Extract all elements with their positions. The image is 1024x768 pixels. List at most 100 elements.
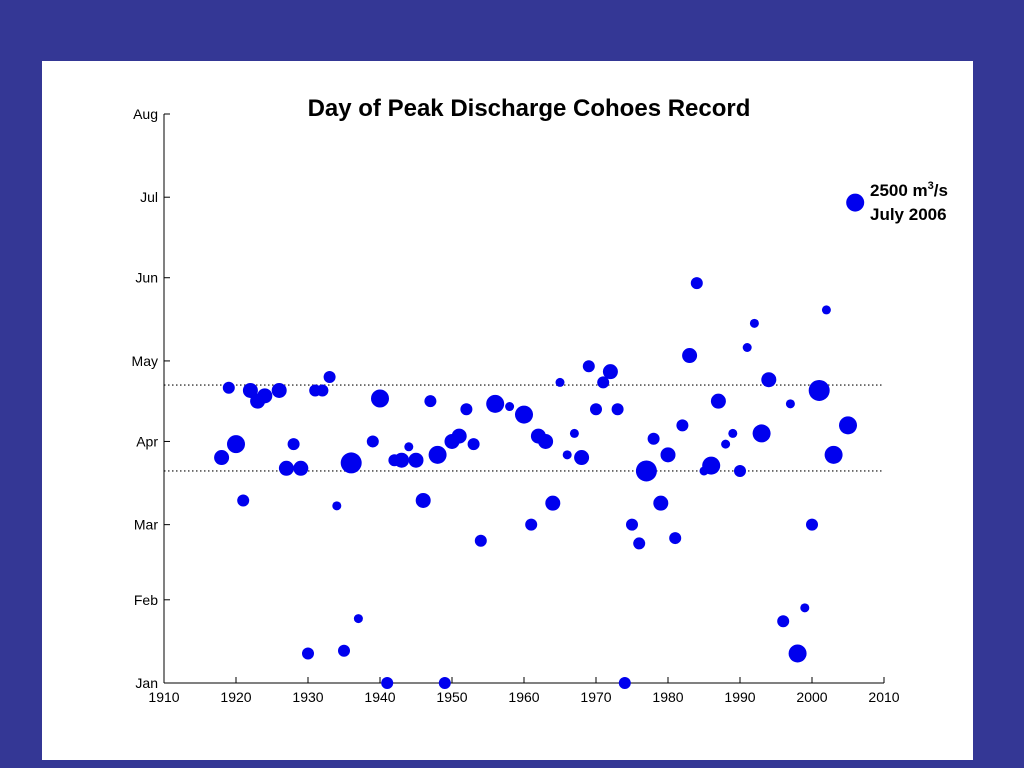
- data-point: [653, 495, 669, 511]
- data-point: [788, 644, 807, 663]
- annotation-suffix: /s: [934, 181, 948, 200]
- y-tick-label: Mar: [134, 517, 158, 533]
- data-point: [332, 501, 342, 511]
- data-point: [582, 360, 595, 373]
- data-point: [669, 532, 682, 545]
- data-point: [525, 518, 538, 531]
- data-point: [545, 495, 561, 511]
- x-tick-label: 1980: [652, 689, 683, 705]
- data-point: [222, 381, 235, 394]
- data-point: [474, 534, 487, 547]
- data-point: [846, 193, 865, 212]
- data-point: [742, 343, 752, 353]
- y-tick-label: May: [132, 353, 158, 369]
- data-point: [635, 460, 657, 482]
- data-point: [257, 388, 273, 404]
- x-tick-label: 1930: [292, 689, 323, 705]
- data-point: [721, 439, 731, 449]
- data-point: [710, 393, 726, 409]
- y-axis: Jan Feb Mar Apr May Jun Jul Aug: [132, 106, 170, 691]
- data-point: [660, 447, 676, 463]
- data-point: [777, 615, 790, 628]
- data-point: [227, 435, 245, 454]
- data-point: [806, 518, 818, 531]
- annotation: 2500 m3/s July 2006: [870, 180, 948, 224]
- data-point: [538, 433, 554, 449]
- annotation-superscript: 3: [928, 180, 934, 192]
- data-point: [562, 450, 572, 460]
- y-tick-label: Jan: [135, 675, 158, 691]
- chart-title: Day of Peak Discharge Cohoes Record: [308, 95, 751, 122]
- y-tick-label: Jul: [140, 189, 158, 205]
- data-point: [626, 518, 638, 531]
- data-point: [316, 384, 329, 397]
- data-point: [800, 603, 810, 613]
- data-point: [824, 445, 843, 464]
- data-point: [505, 402, 515, 412]
- x-tick-label: 1910: [148, 689, 179, 705]
- data-point: [555, 377, 565, 387]
- data-point: [821, 305, 831, 315]
- data-point: [808, 379, 830, 401]
- data-point: [761, 372, 777, 388]
- data-point: [340, 452, 362, 474]
- x-tick-label: 1940: [364, 689, 395, 705]
- data-point: [460, 403, 473, 416]
- data-point: [467, 438, 480, 451]
- data-point: [647, 432, 660, 445]
- data-point: [682, 348, 698, 364]
- data-point: [618, 677, 631, 689]
- data-point: [394, 452, 410, 468]
- x-tick-label: 1990: [724, 689, 755, 705]
- y-tick-label: Aug: [133, 106, 158, 122]
- data-point: [371, 389, 389, 408]
- data-point: [214, 450, 230, 466]
- data-point: [515, 405, 533, 424]
- data-point: [424, 395, 437, 408]
- data-point: [415, 492, 431, 508]
- data-point: [338, 644, 350, 657]
- scatter-chart: Day of Peak Discharge Cohoes Record Jan F…: [132, 95, 948, 705]
- data-point: [574, 450, 590, 466]
- data-point: [404, 442, 414, 452]
- data-point: [569, 428, 579, 438]
- data-point: [749, 318, 759, 328]
- data-point: [278, 460, 294, 476]
- slide-panel: Day of Peak Discharge Cohoes Record Jan F…: [42, 61, 973, 760]
- data-point: [702, 456, 721, 475]
- x-tick-label: 2000: [796, 689, 827, 705]
- data-point: [302, 647, 314, 660]
- x-tick-label: 1960: [508, 689, 539, 705]
- y-tick-label: Apr: [136, 433, 158, 449]
- x-tick-label: 1970: [580, 689, 611, 705]
- data-point: [728, 428, 738, 438]
- data-point: [438, 677, 451, 689]
- data-point: [633, 537, 646, 550]
- data-point: [611, 403, 624, 416]
- data-point: [428, 445, 447, 464]
- data-point: [451, 428, 467, 444]
- data-point: [366, 435, 379, 448]
- data-point: [785, 399, 795, 409]
- annotation-line-2: July 2006: [870, 205, 947, 224]
- data-point: [752, 424, 771, 443]
- y-tick-label: Feb: [134, 592, 158, 608]
- data-point: [323, 371, 336, 384]
- data-point: [602, 364, 618, 380]
- x-tick-label: 1920: [220, 689, 251, 705]
- data-point: [237, 494, 250, 507]
- data-point: [690, 277, 703, 290]
- x-tick-label: 1950: [436, 689, 467, 705]
- reference-lines: [164, 384, 884, 472]
- data-point: [486, 394, 505, 413]
- x-tick-label: 2010: [868, 689, 899, 705]
- data-points: [214, 193, 865, 689]
- annotation-line-1: 2500 m3/s: [870, 180, 948, 200]
- data-point: [287, 438, 300, 451]
- data-point: [293, 460, 309, 476]
- data-point: [590, 403, 602, 416]
- data-point: [408, 452, 424, 468]
- data-point: [353, 614, 363, 624]
- data-point: [242, 382, 258, 398]
- data-point: [839, 416, 857, 435]
